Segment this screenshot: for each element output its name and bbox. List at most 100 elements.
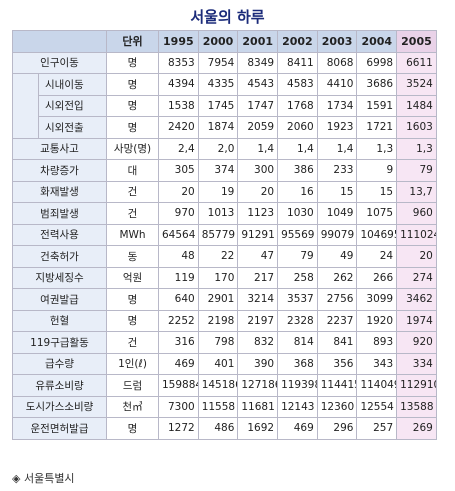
value-cell: 2901 (197, 288, 239, 311)
table-row: 헌혈 명 2252 2198 2197 2328 2237 1920 1974 (12, 309, 437, 332)
table-row: 차량증가 대 305 374 300 386 233 9 79 (12, 159, 437, 182)
value-cell: 15 (316, 180, 358, 203)
value-cell: 19 (197, 180, 239, 203)
value-cell: 3524 (396, 73, 437, 96)
row-label: 시외전출 (38, 116, 107, 139)
value-cell: 48 (158, 245, 199, 268)
value-cell: 2,0 (197, 137, 239, 160)
value-cell: 401 (197, 352, 239, 375)
row-label: 여권발급 (12, 288, 107, 311)
value-cell: 1692 (237, 417, 279, 440)
value-cell: 13588 (396, 395, 437, 418)
row-label: 지방세징수 (12, 266, 107, 289)
row-label: 유류소비량 (12, 374, 107, 397)
unit-cell: 동 (106, 245, 159, 268)
value-cell: 269 (396, 417, 437, 440)
value-cell: 814 (277, 331, 318, 354)
row-label: 건축허가 (12, 245, 107, 268)
unit-cell: 명 (106, 116, 159, 139)
header-cell: 단위 (106, 30, 159, 53)
row-label: 차량증가 (12, 159, 107, 182)
value-cell: 12554 (356, 395, 398, 418)
unit-cell: 명 (106, 73, 159, 96)
value-cell: 2198 (197, 309, 239, 332)
value-cell: 2252 (158, 309, 199, 332)
row-label: 119구급활동 (12, 331, 107, 354)
header-cell: 1995 (158, 30, 199, 53)
value-cell: 1,4 (237, 137, 279, 160)
value-cell: 469 (277, 417, 318, 440)
table-row: 도시가스소비량 천㎥ 7300 11558 11681 12143 12360 12554 13… (12, 395, 437, 418)
value-cell: 1484 (396, 94, 437, 117)
unit-cell: 건 (106, 331, 159, 354)
value-cell: 1049 (316, 202, 358, 225)
row-label: 인구이동 (12, 51, 107, 74)
value-cell: 1747 (237, 94, 279, 117)
value-cell: 11558 (197, 395, 239, 418)
value-cell: 79 (277, 245, 318, 268)
value-cell: 368 (277, 352, 318, 375)
table-row: 시내이동 명 4394 4335 4543 4583 4410 3686 3524 (12, 73, 437, 139)
value-cell: 374 (197, 159, 239, 182)
value-cell: 3537 (277, 288, 318, 311)
value-cell: 4335 (197, 73, 239, 96)
value-cell: 2328 (277, 309, 318, 332)
value-cell: 12360 (316, 395, 358, 418)
value-cell: 1030 (277, 202, 318, 225)
value-cell: 3214 (237, 288, 279, 311)
value-cell: 7954 (197, 51, 239, 74)
value-cell: 1721 (356, 116, 398, 139)
value-cell: 145186 (197, 374, 239, 397)
value-cell: 334 (396, 352, 437, 375)
unit-cell: MWh (106, 223, 159, 246)
value-cell: 3686 (356, 73, 398, 96)
value-cell: 114049 (356, 374, 398, 397)
table-row: 건축허가 동 48 22 47 79 49 24 20 (12, 245, 437, 268)
value-cell: 4394 (158, 73, 199, 96)
value-cell: 1591 (356, 94, 398, 117)
value-cell: 1075 (356, 202, 398, 225)
unit-cell: 대 (106, 159, 159, 182)
value-cell: 20 (237, 180, 279, 203)
value-cell: 3462 (396, 288, 437, 311)
value-cell: 159884 (158, 374, 199, 397)
value-cell: 2197 (237, 309, 279, 332)
value-cell: 47 (237, 245, 279, 268)
value-cell: 296 (316, 417, 358, 440)
table-row: 인구이동 명 8353 7954 8349 8411 8068 6998 6611 (12, 51, 437, 74)
header-cell: 2002 (277, 30, 318, 53)
value-cell: 1734 (316, 94, 358, 117)
unit-cell: 드럼 (106, 374, 159, 397)
value-cell: 300 (237, 159, 279, 182)
value-cell: 1,4 (277, 137, 318, 160)
value-cell: 316 (158, 331, 199, 354)
value-cell: 85779 (197, 223, 239, 246)
value-cell: 16 (277, 180, 318, 203)
header-cell: 2000 (197, 30, 239, 53)
value-cell: 2059 (237, 116, 279, 139)
header-row: 단위 1995 2000 2001 2002 2003 2004 2005 (12, 30, 437, 53)
value-cell: 20 (158, 180, 199, 203)
value-cell: 233 (316, 159, 358, 182)
unit-cell: 명 (106, 309, 159, 332)
indent-cell (12, 73, 39, 139)
value-cell: 49 (316, 245, 358, 268)
value-cell: 343 (356, 352, 398, 375)
value-cell: 1,4 (316, 137, 358, 160)
value-cell: 486 (197, 417, 239, 440)
value-cell: 79 (396, 159, 437, 182)
value-cell: 262 (316, 266, 358, 289)
value-cell: 4410 (316, 73, 358, 96)
table-row: 시외전출 명 2420 1874 2059 2060 1923 1721 1603 (13, 116, 437, 139)
table-row: 여권발급 명 640 2901 3214 3537 2756 3099 3462 (12, 288, 437, 311)
value-cell: 2,4 (158, 137, 199, 160)
table-row: 지방세징수 억원 119 170 217 258 262 266 274 (12, 266, 437, 289)
value-cell: 893 (356, 331, 398, 354)
table-row: 화재발생 건 20 19 20 16 15 15 13,7 (12, 180, 437, 203)
value-cell: 1,3 (396, 137, 437, 160)
value-cell: 12143 (277, 395, 318, 418)
value-cell: 119 (158, 266, 199, 289)
title: 서울의 하루 (190, 8, 265, 26)
value-cell: 104695 (356, 223, 398, 246)
value-cell: 386 (277, 159, 318, 182)
